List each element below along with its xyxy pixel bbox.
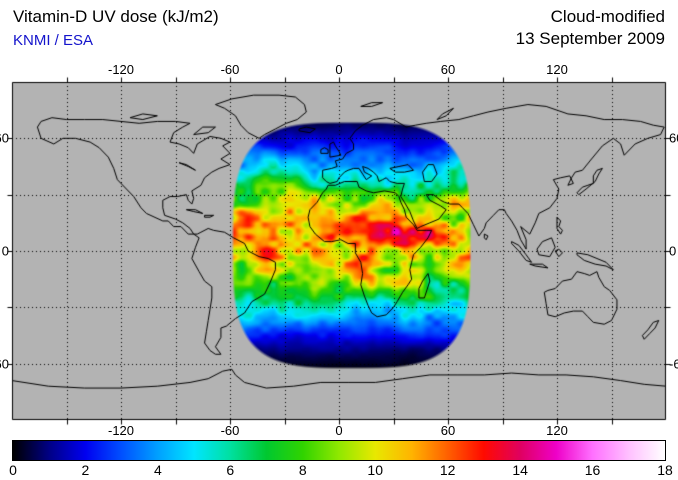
colorbar-tick-label: 0: [9, 462, 17, 478]
colorbar-tick-label: 18: [657, 462, 673, 478]
mode-label: Cloud-modified: [550, 7, 665, 26]
colorbar-tick-label: 4: [153, 462, 162, 478]
lon-axis-label-bottom: -120: [107, 423, 135, 438]
lon-axis-label-top: -120: [107, 62, 135, 77]
colorbar: [12, 440, 666, 461]
colorbar-tick-label: 12: [439, 462, 456, 478]
source-credit: KNMI / ESA: [13, 32, 94, 49]
lon-axis-label-top: -60: [220, 62, 240, 77]
colorbar-tick-label: 14: [512, 462, 528, 478]
lon-axis-label-bottom: 60: [440, 423, 456, 438]
colorbar-tick-label: 8: [298, 462, 307, 478]
colorbar-tick-label: 16: [584, 462, 601, 478]
page-title: Vitamin-D UV dose (kJ/m2): [13, 7, 219, 26]
lat-axis-label-left: -60: [0, 356, 9, 372]
lon-axis-label-top: 120: [546, 62, 568, 77]
colorbar-tick-label: 2: [81, 462, 90, 478]
lat-axis-label-left: 60: [0, 130, 9, 146]
date-label: 13 September 2009: [515, 29, 665, 48]
colorbar-tick-label: 6: [226, 462, 235, 478]
colorbar-tick-label: 10: [367, 462, 384, 478]
lon-axis-label-bottom: 120: [546, 423, 568, 438]
lat-axis-label-right: 0: [669, 243, 677, 259]
lat-axis-label-right: 60: [669, 130, 678, 146]
lon-axis-label-top: 60: [440, 62, 456, 77]
lon-axis-label-bottom: -60: [220, 423, 240, 438]
lat-axis-label-right: -60: [669, 356, 678, 372]
lon-axis-label-bottom: 0: [335, 423, 343, 438]
lat-axis-label-left: 0: [1, 243, 9, 259]
world-map-canvas: [6, 76, 672, 428]
lon-axis-label-top: 0: [335, 62, 343, 77]
